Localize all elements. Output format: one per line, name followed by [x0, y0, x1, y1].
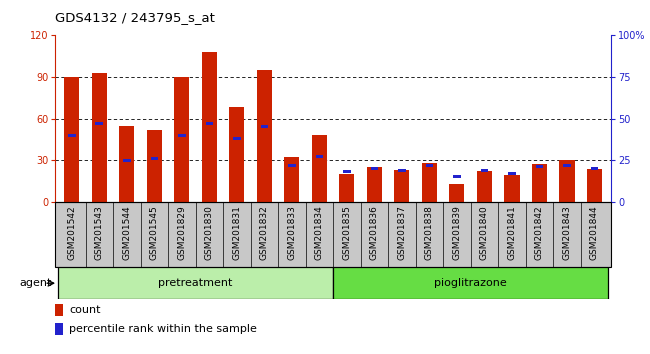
Bar — [395, 170, 410, 202]
Text: pretreatment: pretreatment — [159, 278, 233, 288]
Bar — [64, 77, 79, 202]
Bar — [477, 171, 492, 202]
Bar — [257, 70, 272, 202]
Bar — [367, 167, 382, 202]
Bar — [119, 126, 135, 202]
Bar — [58, 267, 333, 299]
Bar — [536, 165, 543, 169]
Text: GSM201835: GSM201835 — [343, 205, 352, 260]
Bar — [261, 125, 268, 129]
Bar — [178, 134, 186, 137]
Text: percentile rank within the sample: percentile rank within the sample — [69, 324, 257, 334]
Text: GSM201844: GSM201844 — [590, 205, 599, 260]
Bar — [55, 323, 63, 335]
Bar — [316, 155, 323, 158]
Bar — [312, 135, 327, 202]
Bar — [339, 174, 354, 202]
Bar — [229, 108, 244, 202]
Text: GSM201841: GSM201841 — [508, 205, 517, 260]
Bar — [560, 160, 575, 202]
Text: GSM201834: GSM201834 — [315, 205, 324, 260]
Bar — [370, 167, 378, 170]
Text: GSM201839: GSM201839 — [452, 205, 462, 260]
Bar — [233, 137, 240, 140]
Bar — [151, 157, 158, 160]
Bar — [68, 134, 75, 137]
Bar — [123, 159, 131, 162]
Text: GDS4132 / 243795_s_at: GDS4132 / 243795_s_at — [55, 11, 215, 24]
Text: count: count — [69, 305, 101, 315]
Bar — [174, 77, 189, 202]
Text: GSM201840: GSM201840 — [480, 205, 489, 260]
Bar — [333, 267, 608, 299]
Bar — [508, 172, 515, 175]
Bar — [398, 169, 406, 172]
Text: GSM201544: GSM201544 — [122, 205, 131, 260]
Bar — [422, 163, 437, 202]
Bar — [343, 170, 350, 173]
Bar — [504, 176, 519, 202]
Bar — [96, 122, 103, 125]
Bar — [205, 122, 213, 125]
Bar — [591, 167, 598, 170]
Bar — [284, 158, 300, 202]
Bar — [426, 164, 433, 167]
Bar — [55, 304, 63, 316]
Text: pioglitrazone: pioglitrazone — [434, 278, 507, 288]
Bar — [563, 164, 571, 167]
Bar — [480, 169, 488, 172]
Text: GSM201829: GSM201829 — [177, 205, 187, 260]
Bar — [587, 169, 602, 202]
Text: GSM201831: GSM201831 — [232, 205, 241, 260]
Text: GSM201832: GSM201832 — [260, 205, 269, 260]
Text: GSM201830: GSM201830 — [205, 205, 214, 260]
Bar — [288, 164, 296, 167]
Text: GSM201838: GSM201838 — [425, 205, 434, 260]
Text: GSM201837: GSM201837 — [397, 205, 406, 260]
Text: GSM201545: GSM201545 — [150, 205, 159, 260]
Bar — [147, 130, 162, 202]
Bar — [202, 52, 217, 202]
Text: GSM201833: GSM201833 — [287, 205, 296, 260]
Bar — [453, 175, 461, 178]
Bar — [532, 164, 547, 202]
Text: GSM201542: GSM201542 — [67, 205, 76, 260]
Bar — [92, 73, 107, 202]
Text: GSM201836: GSM201836 — [370, 205, 379, 260]
Text: agent: agent — [20, 278, 52, 288]
Text: GSM201843: GSM201843 — [562, 205, 571, 260]
Bar — [449, 184, 465, 202]
Text: GSM201543: GSM201543 — [95, 205, 104, 260]
Text: GSM201842: GSM201842 — [535, 205, 544, 260]
